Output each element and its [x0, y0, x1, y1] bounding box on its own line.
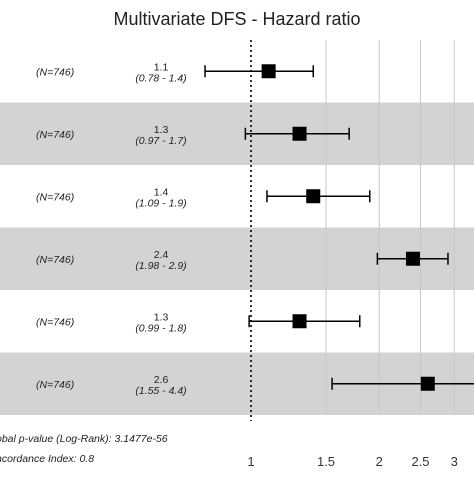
hr-marker: [292, 126, 307, 141]
x-tick-label: 1: [247, 454, 254, 469]
row-hr-label: 2.4: [154, 249, 169, 261]
x-tick-label: 1.5: [317, 454, 335, 469]
hr-marker: [420, 376, 435, 391]
row-n-label: (N=746): [36, 316, 74, 328]
row-n-label: (N=746): [36, 129, 74, 141]
row-n-label: (N=746): [36, 66, 74, 78]
chart-title: Multivariate DFS - Hazard ratio: [113, 9, 360, 29]
row-hr-label: 1.4: [154, 186, 169, 198]
row-ci-label: (0.78 - 1.4): [135, 72, 186, 84]
hr-marker: [261, 64, 276, 79]
row-hr-label: 2.6: [154, 374, 169, 386]
hr-marker: [292, 314, 307, 329]
row-hr-label: 1.3: [154, 124, 169, 136]
row-ci-label: (1.55 - 4.4): [135, 385, 186, 397]
hr-marker: [306, 189, 321, 204]
row-n-label: (N=746): [36, 254, 74, 266]
x-tick-label: 2.5: [411, 454, 429, 469]
hr-marker: [405, 251, 420, 266]
row-ci-label: (0.99 - 1.8): [135, 322, 186, 334]
x-tick-label: 3: [451, 454, 458, 469]
row-hr-label: 1.1: [154, 61, 169, 73]
row-ci-label: (0.97 - 1.7): [135, 135, 186, 147]
row-ci-label: (1.09 - 1.9): [135, 197, 186, 209]
row-n-label: (N=746): [36, 191, 74, 203]
row-n-label: (N=746): [36, 379, 74, 391]
row-band: [0, 102, 474, 165]
concordance-text: ncordance Index: 0.8: [0, 453, 94, 465]
x-tick-label: 2: [376, 454, 383, 469]
row-ci-label: (1.98 - 2.9): [135, 260, 186, 272]
pvalue-text: obal p-value (Log-Rank): 3.1477e-56: [0, 433, 168, 445]
row-hr-label: 1.3: [154, 311, 169, 323]
